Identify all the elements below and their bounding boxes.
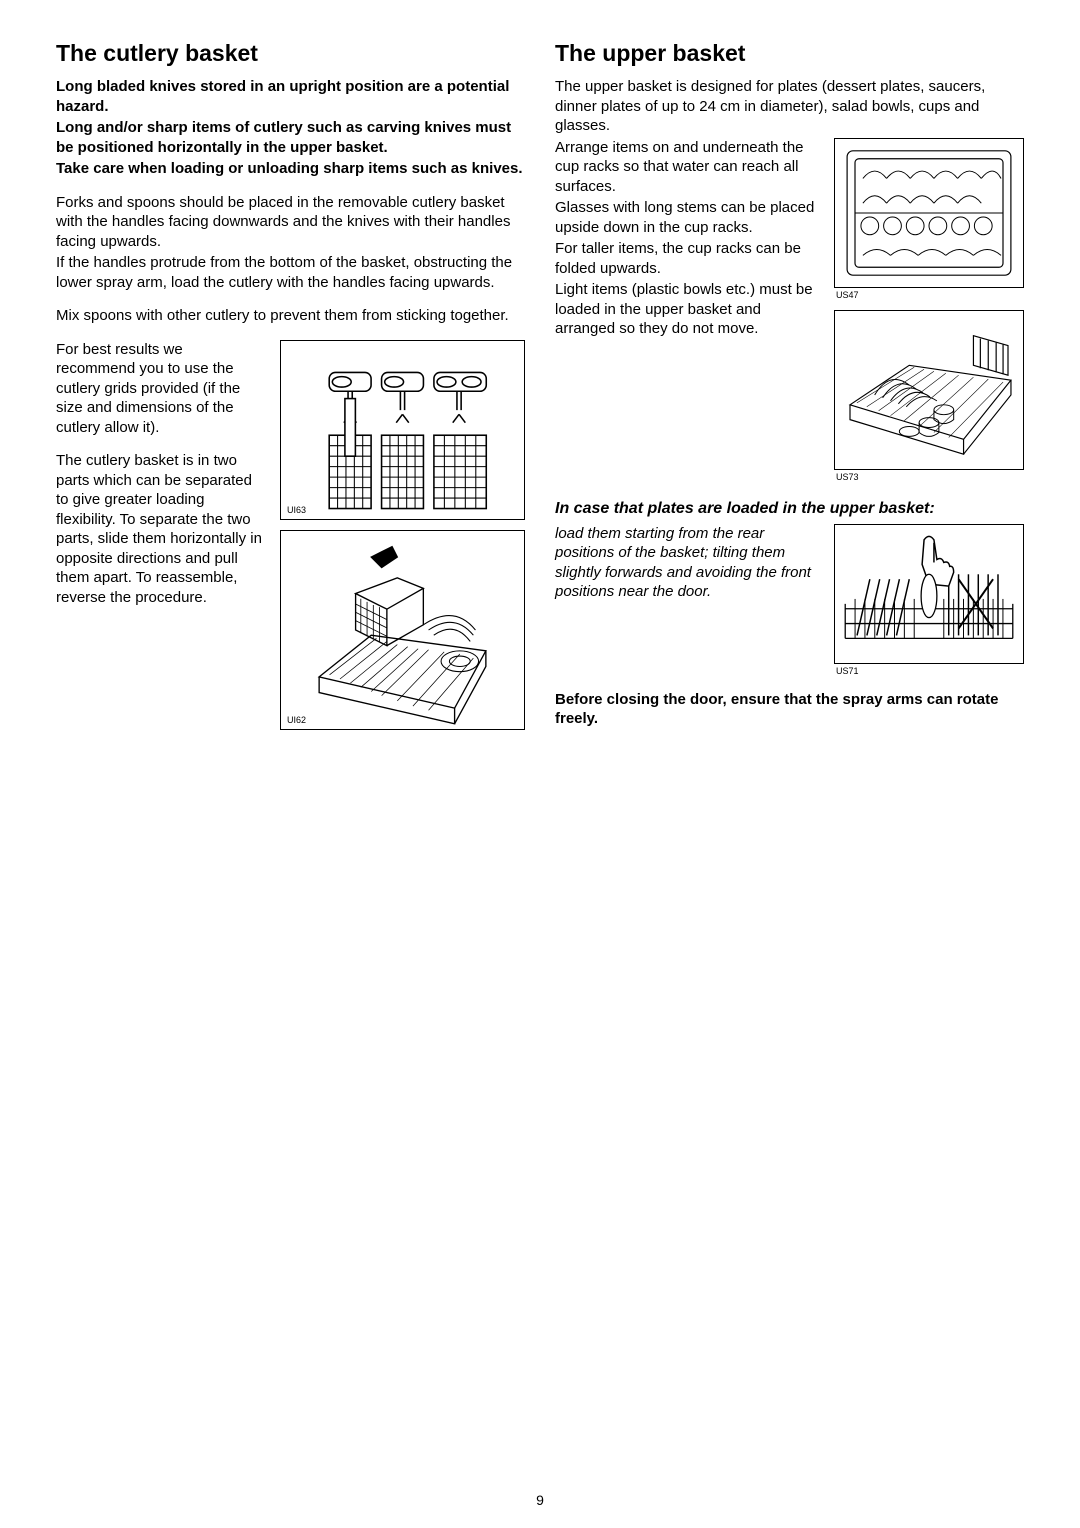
- cutlery-grid-icon: [281, 341, 524, 519]
- cutlery-heading: The cutlery basket: [56, 40, 525, 67]
- cutlery-p5: The cutlery basket is in two parts which…: [56, 451, 266, 607]
- upper-p3: Glasses with long stems can be placed up…: [555, 198, 824, 237]
- warning-3: Take care when loading or unloading shar…: [56, 159, 525, 179]
- page-number: 9: [0, 1492, 1080, 1508]
- figure-us71: [834, 524, 1024, 664]
- fig-label-ui62: UI62: [287, 715, 306, 725]
- figure-us73: [834, 310, 1024, 470]
- figure-ui62: UI62: [280, 530, 525, 730]
- cutlery-p3: Mix spoons with other cutlery to prevent…: [56, 306, 525, 326]
- figure-us73-wrap: US73: [834, 310, 1024, 482]
- cutlery-p4: For best results we recommend you to use…: [56, 340, 266, 438]
- cutlery-p1: Forks and spoons should be placed in the…: [56, 193, 525, 252]
- left-column: The cutlery basket Long bladed knives st…: [56, 40, 525, 731]
- fig-label-ui63: UI63: [287, 505, 306, 515]
- upper-p2: Arrange items on and underneath the cup …: [555, 138, 824, 197]
- right-column: The upper basket The upper basket is des…: [555, 40, 1024, 731]
- upper-p4: For taller items, the cup racks can be f…: [555, 239, 824, 278]
- fig-label-us71: US71: [836, 666, 1024, 676]
- warning-2: Long and/or sharp items of cutlery such …: [56, 118, 525, 157]
- upper-basket-top-icon: [835, 139, 1023, 287]
- upper-basket-iso-icon: [835, 311, 1023, 469]
- plates-subhead: In case that plates are loaded in the up…: [555, 500, 1024, 518]
- figure-us47-wrap: US47: [834, 138, 1024, 300]
- plate-loading-icon: [835, 525, 1023, 663]
- figure-ui63: UI63: [280, 340, 525, 520]
- plates-italic: load them starting from the rear positio…: [555, 524, 824, 602]
- lower-basket-icon: [281, 531, 524, 729]
- fig-label-us73: US73: [836, 472, 1024, 482]
- warning-1: Long bladed knives stored in an upright …: [56, 77, 525, 116]
- figure-us71-wrap: US71: [834, 524, 1024, 676]
- fig-label-us47: US47: [836, 290, 1024, 300]
- upper-p5: Light items (plastic bowls etc.) must be…: [555, 280, 824, 339]
- figure-us47: [834, 138, 1024, 288]
- cutlery-p2: If the handles protrude from the bottom …: [56, 253, 525, 292]
- closing-note: Before closing the door, ensure that the…: [555, 690, 1024, 729]
- upper-p1: The upper basket is designed for plates …: [555, 77, 1024, 136]
- upper-heading: The upper basket: [555, 40, 1024, 67]
